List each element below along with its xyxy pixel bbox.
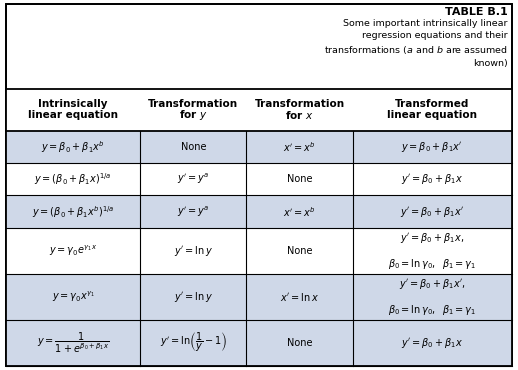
Text: Some important intrinsically linear
regression equations and their
transformatio: Some important intrinsically linear regr… [324, 18, 508, 68]
Text: $y = \gamma_0 x^{\gamma_1}$: $y = \gamma_0 x^{\gamma_1}$ [52, 289, 95, 304]
Text: $y^{\prime} = \ln y$: $y^{\prime} = \ln y$ [174, 244, 213, 258]
Text: for $x$: for $x$ [285, 109, 314, 121]
Text: Transformation: Transformation [254, 99, 344, 109]
Text: $x^{\prime} = x^b$: $x^{\prime} = x^b$ [283, 140, 316, 154]
Bar [6, 131, 512, 163]
Bar [6, 163, 512, 195]
Bar [6, 195, 512, 228]
Bar [6, 228, 512, 274]
Text: None: None [286, 337, 312, 347]
Text: for $y$: for $y$ [179, 108, 208, 122]
Text: $y = \beta_0 + \beta_1 x^b$: $y = \beta_0 + \beta_1 x^b$ [41, 139, 105, 155]
Text: $y^{\prime} = y^a$: $y^{\prime} = y^a$ [177, 204, 210, 219]
Text: $x^{\prime} = \ln x$: $x^{\prime} = \ln x$ [280, 291, 319, 303]
Text: None: None [286, 174, 312, 184]
Bar [6, 320, 512, 366]
Text: Transformed: Transformed [395, 99, 469, 109]
Text: $x^{\prime} = x^b$: $x^{\prime} = x^b$ [283, 205, 316, 219]
Text: $y^{\prime} = y^a$: $y^{\prime} = y^a$ [177, 172, 210, 186]
Text: $y = \gamma_0 e^{\gamma_1 x}$: $y = \gamma_0 e^{\gamma_1 x}$ [49, 243, 97, 258]
Bar [6, 89, 512, 131]
Text: $y^{\prime} = \beta_0 + \beta_1 x$: $y^{\prime} = \beta_0 + \beta_1 x$ [401, 172, 463, 186]
Text: None: None [286, 246, 312, 256]
Text: $y^{\prime} = \beta_0 + \beta_1 x$: $y^{\prime} = \beta_0 + \beta_1 x$ [401, 336, 463, 350]
Text: Transformation: Transformation [148, 99, 238, 109]
Text: $y^{\prime} = \beta_0 + \beta_1 x^{\prime}$: $y^{\prime} = \beta_0 + \beta_1 x^{\prim… [400, 205, 464, 219]
Text: $y = \beta_0 + \beta_1 x^{\prime}$: $y = \beta_0 + \beta_1 x^{\prime}$ [401, 140, 463, 154]
Text: $y = (\beta_0 + \beta_1 x^b)^{1/a}$: $y = (\beta_0 + \beta_1 x^b)^{1/a}$ [32, 204, 114, 219]
Text: $y = (\beta_0 + \beta_1 x)^{1/a}$: $y = (\beta_0 + \beta_1 x)^{1/a}$ [35, 171, 112, 187]
Text: TABLE B.1: TABLE B.1 [445, 7, 508, 17]
Text: $y^{\prime} = \ln\!\left(\dfrac{1}{y}-1\right)$: $y^{\prime} = \ln\!\left(\dfrac{1}{y}-1\… [160, 331, 227, 354]
Text: Intrinsically: Intrinsically [38, 99, 108, 109]
Text: $y^{\prime} = \ln y$: $y^{\prime} = \ln y$ [174, 290, 213, 304]
Text: $\beta_0 = \ln \gamma_0, \;\; \beta_1 = \gamma_1$: $\beta_0 = \ln \gamma_0, \;\; \beta_1 = … [388, 256, 476, 270]
Text: linear equation: linear equation [387, 110, 477, 120]
Text: $y^{\prime} = \beta_0 + \beta_1 x,$: $y^{\prime} = \beta_0 + \beta_1 x,$ [400, 231, 464, 245]
Text: $\beta_0 = \ln \gamma_0, \;\; \beta_1 = \gamma_1$: $\beta_0 = \ln \gamma_0, \;\; \beta_1 = … [388, 303, 476, 316]
Bar [6, 274, 512, 320]
Text: linear equation: linear equation [28, 110, 118, 120]
Text: None: None [181, 142, 206, 152]
Text: $y^{\prime} = \beta_0 + \beta_1 x^{\prime},$: $y^{\prime} = \beta_0 + \beta_1 x^{\prim… [399, 277, 466, 291]
Text: $y = \dfrac{1}{1+e^{\beta_0+\beta_1 x}}$: $y = \dfrac{1}{1+e^{\beta_0+\beta_1 x}}$ [37, 330, 109, 355]
